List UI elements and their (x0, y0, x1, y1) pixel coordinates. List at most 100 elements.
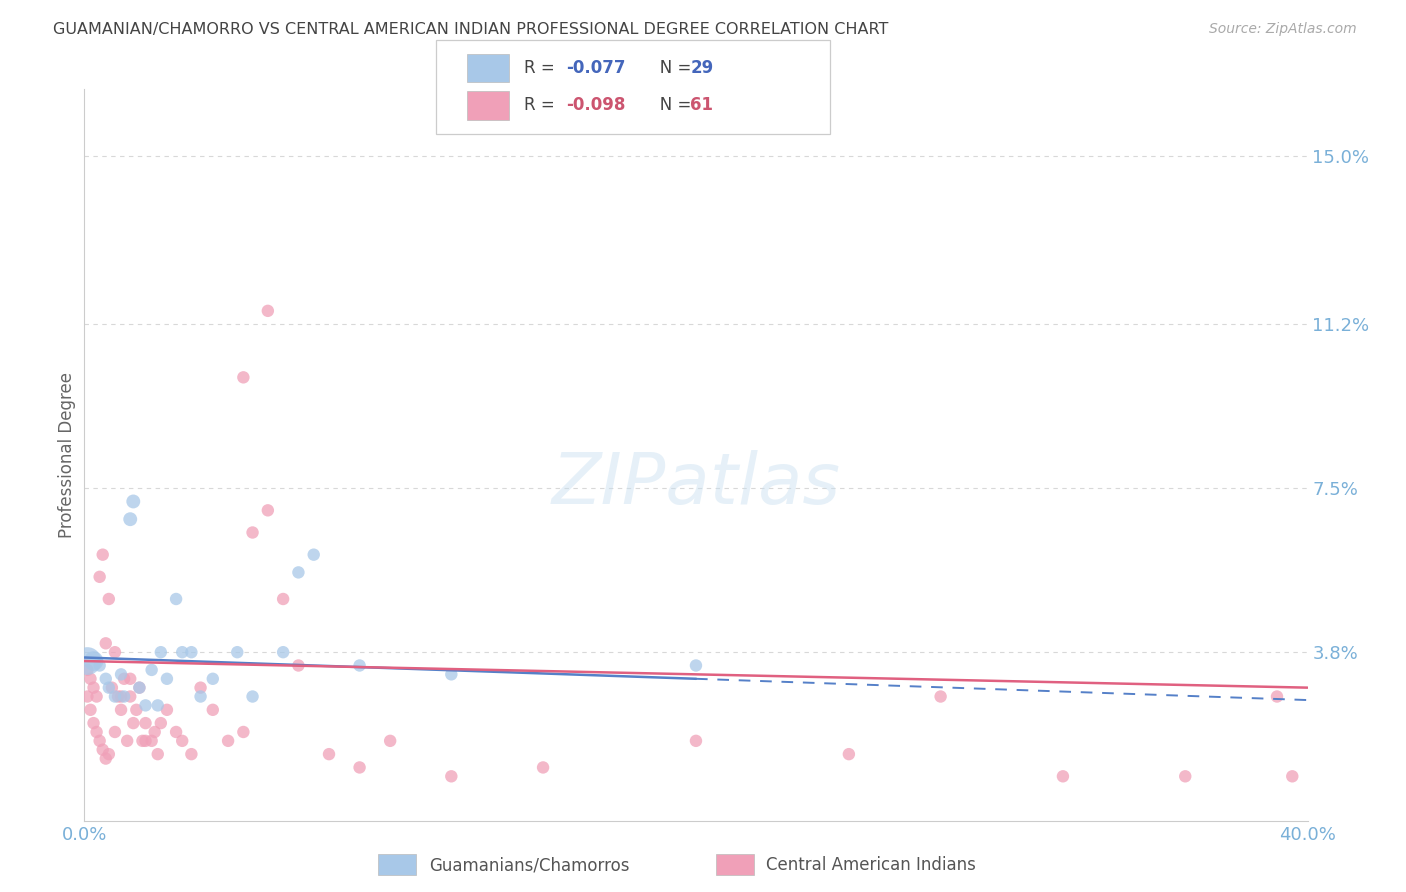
Point (110, 690, 132, 704)
Point (172, 645, 194, 659)
Point (180, 747, 202, 761)
Point (287, 566, 309, 580)
Point (141, 734, 163, 748)
Point (190, 690, 212, 704)
Point (929, 690, 952, 704)
Point (122, 716, 145, 731)
Point (380, 734, 402, 748)
Point (232, 725, 254, 739)
Point (149, 716, 172, 731)
Point (107, 690, 129, 704)
Point (128, 681, 150, 695)
Point (83, 681, 105, 695)
Point (217, 734, 239, 748)
Point (271, 592, 294, 607)
Point (97, 592, 120, 607)
Point (135, 698, 157, 713)
Point (101, 681, 124, 695)
Point (112, 672, 135, 686)
Point (83, 716, 105, 731)
Point (125, 703, 148, 717)
Point (1281, 769, 1303, 783)
Text: Central American Indians: Central American Indians (766, 856, 976, 874)
Point (156, 672, 179, 686)
Point (97, 681, 120, 695)
Point (94, 672, 117, 686)
Point (1052, 769, 1074, 783)
Point (302, 548, 325, 562)
Point (89, 734, 111, 748)
Text: R =: R = (524, 59, 561, 77)
Point (94, 751, 117, 765)
Point (149, 645, 172, 659)
Point (146, 747, 169, 761)
Point (115, 734, 138, 748)
Text: GUAMANIAN/CHAMORRO VS CENTRAL AMERICAN INDIAN PROFESSIONAL DEGREE CORRELATION CH: GUAMANIAN/CHAMORRO VS CENTRAL AMERICAN I… (53, 22, 889, 37)
Point (104, 725, 127, 739)
Point (201, 672, 224, 686)
Text: Guamanians/Chamorros: Guamanians/Chamorros (429, 856, 630, 874)
Point (1265, 690, 1288, 704)
Point (143, 725, 166, 739)
Text: 61: 61 (690, 96, 713, 114)
Point (89, 570, 111, 584)
Point (349, 760, 371, 774)
Point (122, 494, 145, 508)
Text: -0.077: -0.077 (567, 59, 626, 77)
Point (165, 592, 187, 607)
Point (112, 690, 135, 704)
Point (287, 658, 309, 673)
Point (86, 725, 108, 739)
Point (91, 548, 114, 562)
Point (120, 672, 142, 686)
Point (440, 769, 463, 783)
Point (242, 525, 264, 540)
Point (257, 303, 280, 318)
Point (165, 725, 187, 739)
Point (242, 690, 264, 704)
Point (135, 734, 157, 748)
Point (135, 716, 157, 731)
Point (97, 747, 120, 761)
Point (83, 654, 105, 668)
Point (76, 654, 98, 668)
Point (156, 703, 179, 717)
Point (318, 747, 340, 761)
Text: Source: ZipAtlas.com: Source: ZipAtlas.com (1209, 22, 1357, 37)
Point (94, 636, 117, 650)
Point (110, 703, 132, 717)
Point (76, 690, 98, 704)
Point (440, 667, 463, 681)
Point (232, 370, 254, 384)
Point (190, 681, 212, 695)
Point (79, 672, 101, 686)
Point (226, 645, 249, 659)
Point (257, 503, 280, 517)
Point (838, 747, 860, 761)
Point (89, 658, 111, 673)
Point (110, 667, 132, 681)
Point (76, 663, 98, 677)
Point (120, 690, 142, 704)
Point (104, 645, 127, 659)
Y-axis label: Professional Degree: Professional Degree (58, 372, 76, 538)
Point (104, 690, 127, 704)
Text: N =: N = (644, 96, 696, 114)
Point (172, 734, 194, 748)
Point (79, 703, 101, 717)
Text: ZIPatlas: ZIPatlas (551, 450, 841, 518)
Point (685, 734, 707, 748)
Point (91, 742, 114, 756)
Point (1174, 769, 1197, 783)
Text: -0.098: -0.098 (567, 96, 626, 114)
Point (271, 645, 294, 659)
Point (128, 681, 150, 695)
Text: R =: R = (524, 96, 561, 114)
Point (685, 658, 707, 673)
Point (86, 690, 108, 704)
Point (141, 663, 163, 677)
Point (131, 734, 153, 748)
Point (180, 645, 202, 659)
Point (531, 760, 554, 774)
Text: N =: N = (644, 59, 696, 77)
